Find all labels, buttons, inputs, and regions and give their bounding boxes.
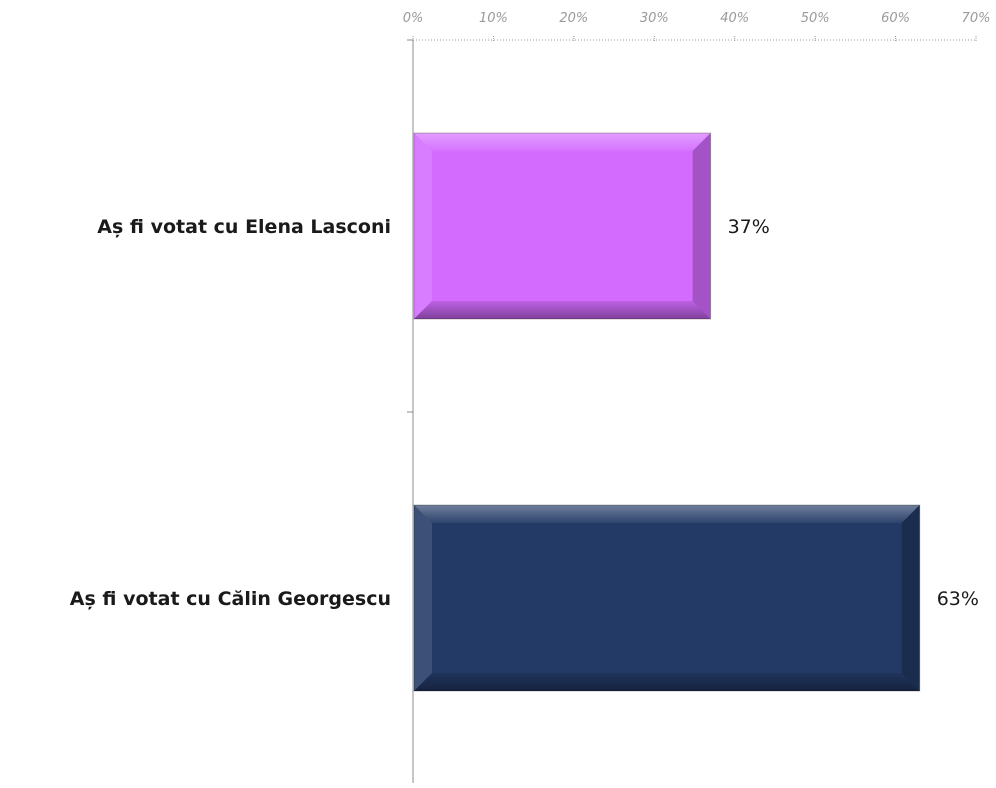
x-tick-label: 30% — [640, 11, 669, 26]
data-label: 63% — [937, 588, 979, 610]
data-label: 37% — [728, 216, 770, 238]
x-tick-label: 20% — [559, 11, 588, 26]
bar-bevel-right — [692, 133, 711, 319]
category-label: Aș fi votat cu Călin Georgescu — [70, 588, 391, 610]
x-tick-label: 70% — [962, 11, 991, 26]
bar-bevel-top — [414, 133, 711, 151]
x-tick-label: 50% — [801, 11, 830, 26]
bar-bevel-right — [901, 505, 920, 691]
bar — [413, 132, 712, 320]
bar — [413, 504, 921, 692]
bar-bevel-left — [414, 505, 432, 691]
x-tick-label: 10% — [479, 11, 508, 26]
bar-layer — [413, 132, 921, 692]
bar-bevel-bottom — [414, 301, 711, 319]
bar-bevel-left — [414, 133, 432, 319]
category-label: Aș fi votat cu Elena Lasconi — [97, 216, 391, 238]
x-tick-label: 60% — [881, 11, 910, 26]
label-layer: Aș fi votat cu Elena Lasconi 37% Aș fi vot… — [70, 216, 979, 610]
bar-outline — [413, 504, 921, 692]
bar-fill — [414, 505, 920, 691]
bar-bevel-top — [414, 505, 920, 523]
bar-outline — [413, 132, 712, 320]
x-tick-label: 0% — [403, 11, 424, 26]
bar-bevel-bottom — [414, 673, 920, 691]
axis-layer: 0% 10% 20% 30% 40% 50% 60% 70% — [403, 11, 991, 783]
x-tick-label: 40% — [720, 11, 749, 26]
bar-fill — [414, 133, 711, 319]
